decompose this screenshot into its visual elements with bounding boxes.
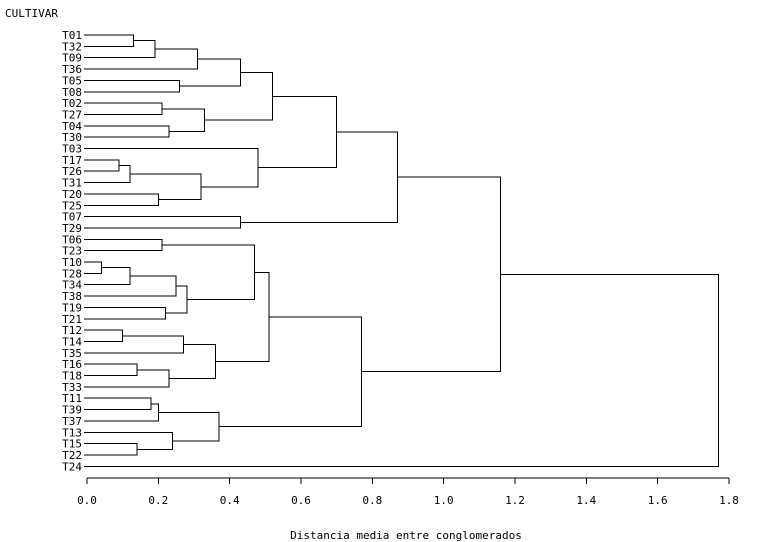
merge-link-a8 [161,108,206,132]
x-tick-label: 0.6 [291,494,311,507]
merge-link-c12 [169,343,216,379]
merge-link-b7 [84,216,241,229]
leaf-label: T23 [62,245,82,258]
leaf-label: T09 [62,52,82,65]
merge-link-a7 [84,125,170,138]
x-tick-label: 0.8 [362,494,382,507]
leaf-label: T01 [62,29,82,42]
leaf-label: T20 [62,188,82,201]
leaf-label: T18 [62,370,82,383]
merge-link-c5 [84,306,166,320]
leaf-label: T05 [62,74,82,87]
leaf-label: T29 [62,222,82,235]
merge-link-b2 [84,165,131,184]
merge-link-d1 [84,397,152,411]
merge-link-c11 [84,369,170,388]
merge-link-a2 [84,40,156,59]
merge-link-a3 [84,48,199,70]
merge-link-a4 [84,79,181,93]
merge-link-d4 [84,431,174,450]
leaf-label: T04 [62,120,82,133]
leaf-label: T15 [62,438,82,451]
leaf-label: T27 [62,108,82,121]
merge-link-a6 [84,102,163,115]
leaf-label: T33 [62,381,82,394]
leaf-label: T26 [62,165,82,178]
leaf-label: T06 [62,233,82,246]
dendrogram-links [84,34,719,467]
merge-link-c8 [84,329,124,342]
x-tick-label: 1.0 [434,494,454,507]
merge-link-d3 [84,443,138,456]
merge-link-d2 [84,403,159,422]
merge-link-d5 [158,411,220,442]
leaf-label: T21 [62,313,82,326]
merge-link-a1 [84,34,134,47]
leaf-label: T35 [62,347,82,360]
merge-link-e2 [84,273,719,467]
x-tick-label: 1.6 [648,494,668,507]
leaf-label: T22 [62,449,82,462]
leaf-label: T19 [62,301,82,314]
leaf-label: T02 [62,97,82,110]
merge-link-c7 [161,244,256,301]
leaf-label: T24 [62,460,82,473]
merge-link-b4 [129,173,202,201]
leaf-label: T25 [62,199,82,212]
merge-link-c10 [84,363,138,376]
merge-link-c2 [84,267,131,286]
x-tick-label: 0.0 [77,494,97,507]
leaf-label: T17 [62,154,82,167]
leaf-labels: T01T32T09T36T05T08T02T27T04T30T03T17T26T… [62,29,82,473]
x-tick-label: 1.8 [719,494,739,507]
leaf-label: T36 [62,63,82,76]
chart-title: CULTIVAR [5,7,58,20]
leaf-label: T16 [62,358,82,371]
leaf-label: T07 [62,211,82,224]
leaf-label: T03 [62,143,82,156]
merge-link-a5 [179,58,241,87]
x-tick-label: 1.4 [576,494,596,507]
leaf-label: T11 [62,392,82,405]
x-axis: 0.0 0.2 0.4 0.6 0.8 1.0 1.2 1.4 1.6 1.8 [77,477,739,507]
leaf-label: T38 [62,290,82,303]
merge-link-b3 [84,193,159,206]
merge-link-c3 [84,238,163,252]
merge-link-d6 [218,316,363,428]
leaf-label: T37 [62,415,82,428]
x-tick-label: 1.2 [505,494,525,507]
leaf-label: T12 [62,324,82,337]
leaf-label: T32 [62,40,82,53]
merge-link-b1 [84,159,120,172]
merge-link-c1 [84,261,102,274]
leaf-label: T08 [62,86,82,99]
x-tick-label: 0.4 [220,494,240,507]
leaf-label: T30 [62,131,82,144]
merge-link-b8 [240,131,398,223]
leaf-label: T31 [62,177,82,190]
x-axis-label: Distancia media entre conglomerados [290,529,522,542]
leaf-label: T28 [62,267,82,280]
merge-link-a9 [204,72,273,121]
merge-link-c13 [215,271,270,362]
leaf-label: T10 [62,256,82,269]
leaf-label: T14 [62,335,82,348]
leaf-label: T34 [62,279,82,292]
leaf-label: T39 [62,404,82,417]
merge-link-b5 [84,148,259,188]
merge-link-e1 [361,176,502,373]
x-tick-label: 0.2 [148,494,168,507]
leaf-label: T13 [62,426,82,439]
merge-link-b6 [258,95,338,169]
merge-link-c9 [84,335,184,354]
